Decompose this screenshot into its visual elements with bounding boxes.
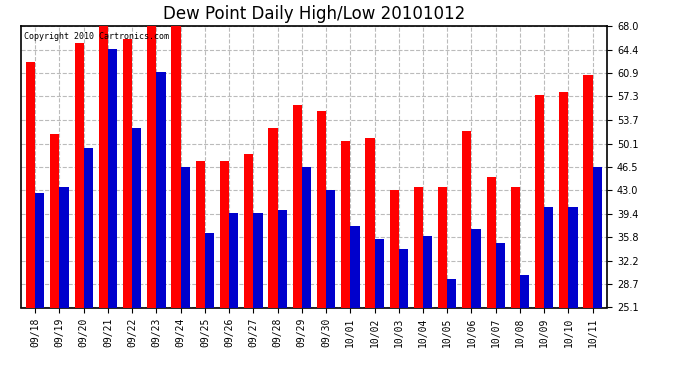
Bar: [229, 213, 238, 375]
Bar: [302, 167, 311, 375]
Bar: [593, 167, 602, 375]
Bar: [462, 131, 471, 375]
Bar: [132, 128, 141, 375]
Bar: [181, 167, 190, 375]
Bar: [438, 187, 447, 375]
Bar: [471, 230, 481, 375]
Bar: [75, 43, 83, 375]
Bar: [171, 26, 181, 375]
Bar: [535, 95, 544, 375]
Bar: [351, 226, 359, 375]
Bar: [423, 236, 432, 375]
Bar: [365, 138, 375, 375]
Bar: [511, 187, 520, 375]
Bar: [390, 190, 399, 375]
Bar: [341, 141, 351, 375]
Bar: [157, 72, 166, 375]
Bar: [123, 39, 132, 375]
Bar: [59, 187, 69, 375]
Bar: [253, 213, 263, 375]
Bar: [244, 154, 253, 375]
Bar: [277, 210, 287, 375]
Bar: [147, 26, 157, 375]
Bar: [35, 194, 44, 375]
Bar: [569, 207, 578, 375]
Bar: [50, 134, 59, 375]
Bar: [447, 279, 457, 375]
Bar: [486, 177, 495, 375]
Bar: [26, 62, 35, 375]
Bar: [293, 105, 302, 375]
Bar: [399, 249, 408, 375]
Bar: [326, 190, 335, 375]
Title: Dew Point Daily High/Low 20101012: Dew Point Daily High/Low 20101012: [163, 5, 465, 23]
Bar: [108, 49, 117, 375]
Bar: [559, 92, 569, 375]
Bar: [196, 160, 205, 375]
Bar: [544, 207, 553, 375]
Bar: [205, 233, 214, 375]
Bar: [99, 26, 108, 375]
Bar: [220, 160, 229, 375]
Bar: [495, 243, 505, 375]
Bar: [520, 275, 529, 375]
Bar: [83, 147, 93, 375]
Bar: [414, 187, 423, 375]
Bar: [317, 111, 326, 375]
Bar: [268, 128, 277, 375]
Bar: [375, 239, 384, 375]
Bar: [584, 75, 593, 375]
Text: Copyright 2010 Cartronics.com: Copyright 2010 Cartronics.com: [23, 32, 168, 41]
